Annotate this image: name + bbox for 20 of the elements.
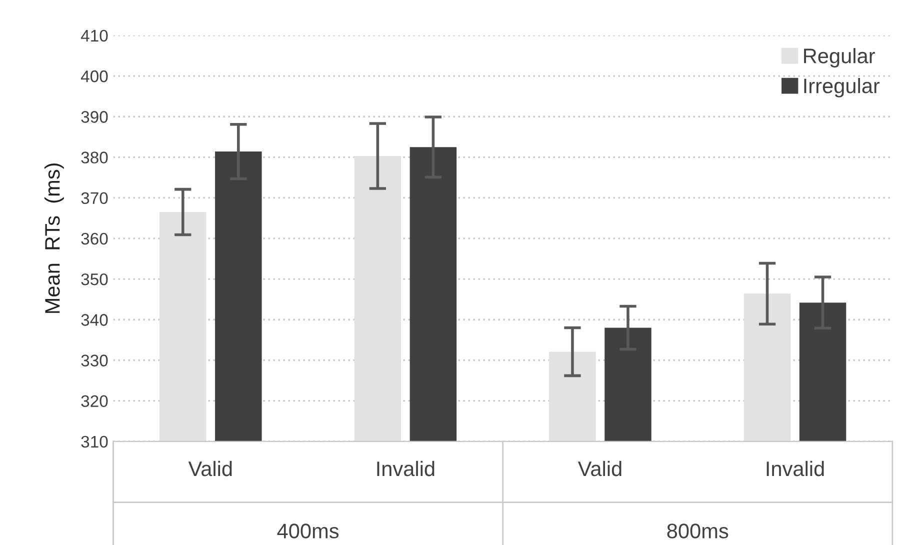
- y-tick-label: 380: [81, 152, 108, 164]
- y-tick-label: 390: [81, 111, 108, 123]
- x-tick-label: Valid: [188, 460, 232, 476]
- x-tick-label: Valid: [578, 460, 622, 476]
- y-tick-label: 340: [81, 314, 108, 326]
- y-tick-label: 400: [80, 70, 108, 82]
- y-tick-label: 350: [81, 273, 108, 286]
- text: 400ms: [277, 524, 339, 538]
- legend-label: Regular: [804, 48, 875, 68]
- y-tick-label: 360: [81, 232, 108, 245]
- y-tick-label: 320: [81, 395, 108, 408]
- y-tick-label: 410: [80, 30, 108, 42]
- x-tick-label: Invalid: [766, 460, 824, 476]
- y-axis-title: Mean RTs (ms): [44, 164, 64, 313]
- y-tick-label: 330: [81, 354, 108, 366]
- text: 800ms: [667, 524, 728, 538]
- legend-label: Irregular: [804, 78, 880, 98]
- x-tick-label: Invalid: [377, 460, 434, 476]
- y-tick-label: 370: [81, 192, 108, 204]
- y-tick-label: 310: [81, 436, 108, 448]
